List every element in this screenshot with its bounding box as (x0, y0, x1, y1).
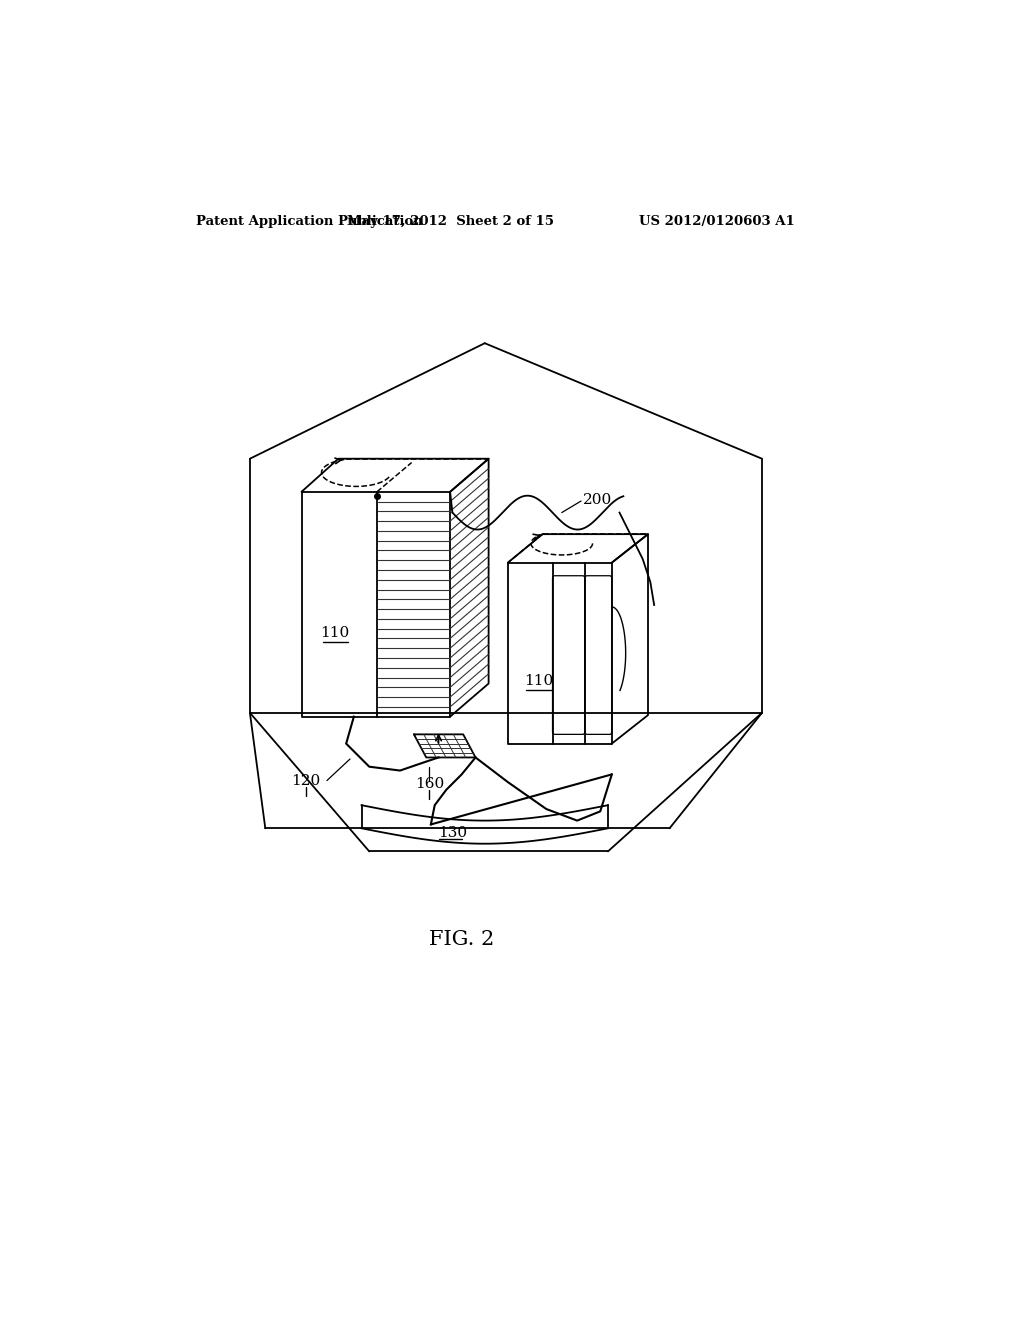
Text: May 17, 2012  Sheet 2 of 15: May 17, 2012 Sheet 2 of 15 (346, 215, 554, 228)
Text: 130: 130 (438, 826, 468, 840)
FancyBboxPatch shape (585, 576, 611, 734)
FancyBboxPatch shape (553, 576, 585, 734)
Text: US 2012/0120603 A1: US 2012/0120603 A1 (639, 215, 795, 228)
Text: 110: 110 (524, 675, 553, 688)
Text: 120: 120 (292, 774, 321, 788)
Text: FIG. 2: FIG. 2 (429, 931, 495, 949)
Text: 160: 160 (415, 776, 444, 791)
Text: 110: 110 (319, 626, 349, 640)
Text: 200: 200 (583, 492, 611, 507)
Text: Patent Application Publication: Patent Application Publication (196, 215, 423, 228)
